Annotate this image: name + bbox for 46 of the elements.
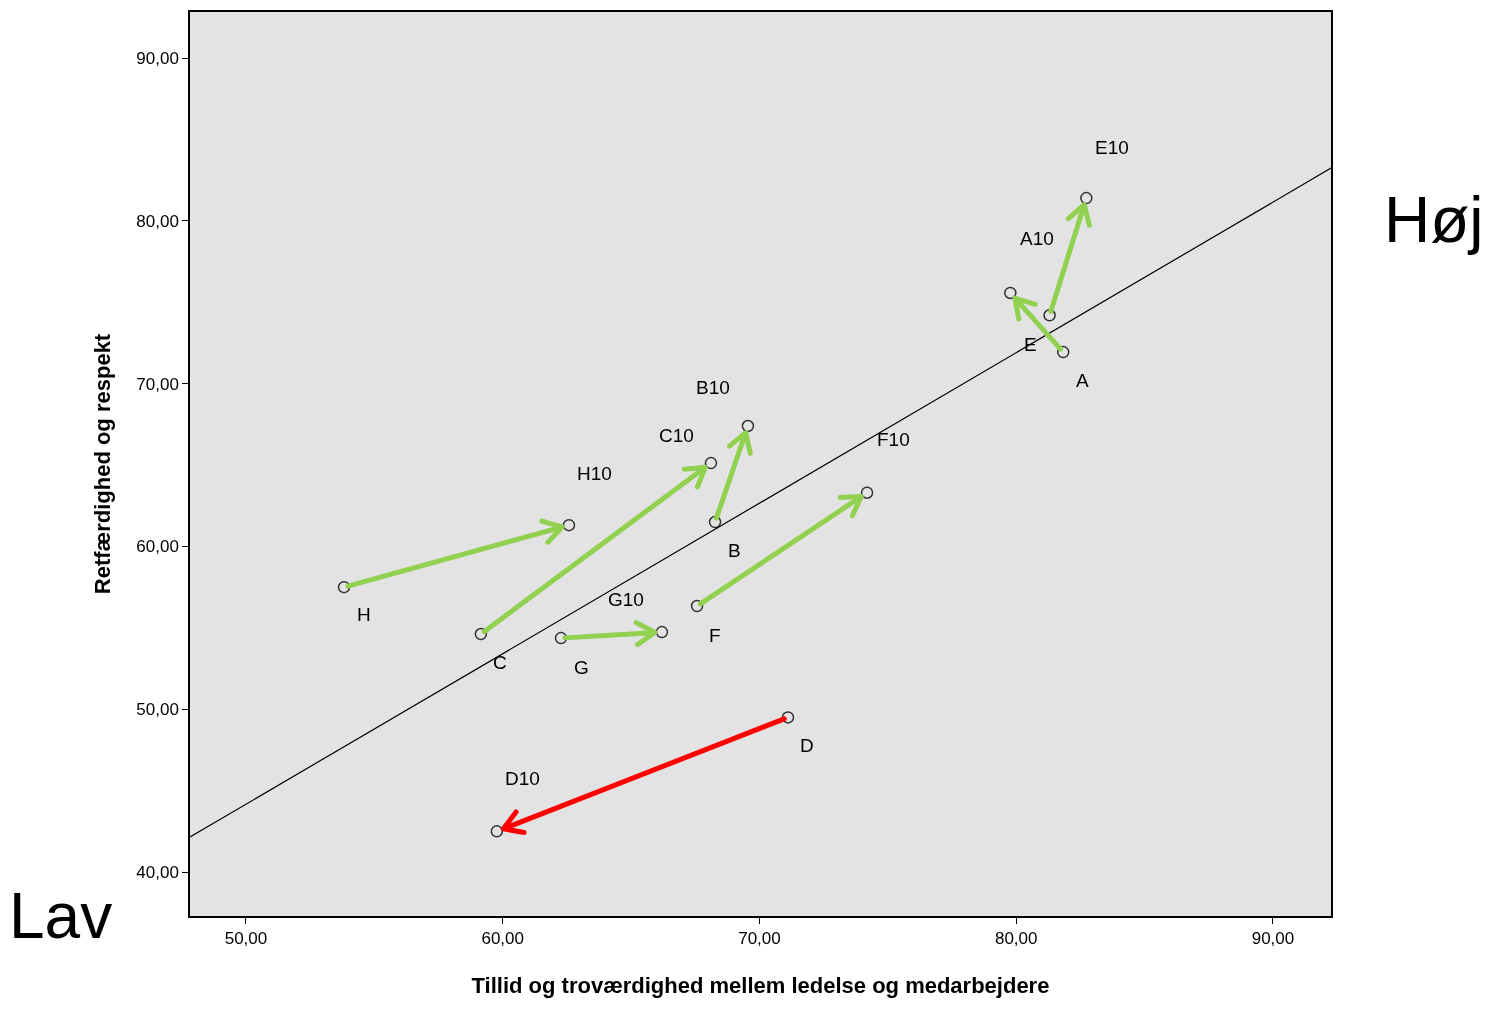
y-tick-label: 80,00 (136, 211, 179, 231)
x-axis-title: Tillid og troværdighed mellem ledelse og medarbejdere (471, 972, 1050, 998)
point (781, 711, 795, 724)
y-tick-label: 90,00 (136, 49, 179, 69)
point (1004, 286, 1017, 300)
y-tick-label: 70,00 (136, 374, 179, 394)
y-tick-label: 40,00 (136, 863, 179, 882)
x-tick-label: 60,00 (481, 929, 524, 949)
point (741, 419, 755, 433)
point (554, 631, 568, 645)
annotation: A (1076, 370, 1089, 391)
annotation: C10 (659, 425, 694, 446)
point (562, 518, 576, 532)
point (337, 580, 351, 594)
annotation: H10 (577, 463, 612, 484)
annotation: G (574, 657, 589, 678)
annotation: D10 (505, 768, 540, 789)
x-tick-label: 80,00 (994, 929, 1038, 949)
x-tick-label: 70,00 (738, 929, 781, 949)
y-tick-label: 50,00 (136, 700, 179, 720)
point (1080, 191, 1093, 205)
point (704, 456, 718, 470)
x-tick-label: 50,00 (224, 929, 268, 949)
point (860, 486, 874, 499)
text: Lav (9, 880, 113, 952)
point (1043, 309, 1056, 322)
annotation: A10 (1020, 228, 1054, 249)
annotation: E10 (1095, 137, 1129, 158)
point (690, 599, 704, 613)
y-tick-label: 60,00 (136, 537, 179, 557)
annotation: F (709, 625, 721, 646)
x-tick-label: 90,00 (1251, 929, 1295, 949)
annotation: B (728, 540, 741, 561)
point (1056, 345, 1070, 359)
point (655, 625, 669, 639)
annotation: C (493, 652, 507, 673)
annotation: D (800, 735, 814, 756)
point (490, 825, 504, 838)
annotation: B10 (696, 377, 730, 398)
annotation: H (357, 604, 371, 625)
annotation: G10 (608, 589, 644, 610)
point (708, 515, 722, 529)
y-axis-title: Retfærdighed og respekt (89, 333, 115, 595)
point (474, 627, 488, 641)
text: Høj (1384, 184, 1484, 256)
annotation: F10 (877, 429, 910, 450)
